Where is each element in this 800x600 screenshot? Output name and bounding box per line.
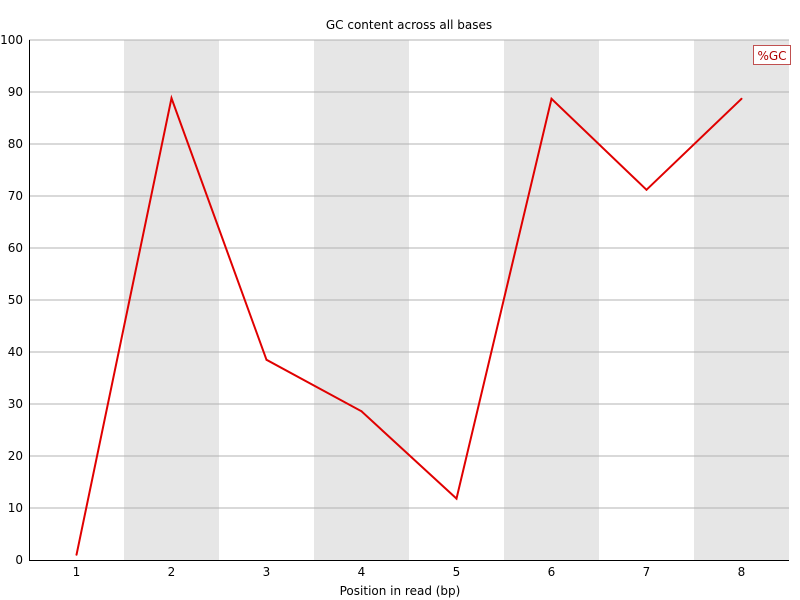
y-tick-label-60: 60 — [8, 241, 23, 255]
y-tick-label-90: 90 — [8, 85, 23, 99]
chart-title: GC content across all bases — [326, 18, 492, 32]
x-tick-label-3: 3 — [263, 565, 271, 579]
data-point-6 — [550, 97, 553, 100]
y-tick-label-0: 0 — [15, 553, 23, 567]
y-tick-label-100: 100 — [0, 33, 23, 47]
x-tick-label-4: 4 — [358, 565, 366, 579]
data-point-1 — [75, 553, 78, 556]
series-line-gc — [75, 94, 743, 556]
axes — [29, 40, 789, 561]
data-point-8 — [740, 97, 743, 100]
x-tick-label-1: 1 — [73, 565, 81, 579]
data-point-3 — [265, 358, 268, 361]
data-point-2 — [170, 97, 173, 100]
legend-box — [753, 45, 791, 65]
y-tick-label-10: 10 — [8, 501, 23, 515]
x-tick-label-8: 8 — [738, 565, 746, 579]
x-tick-label-2: 2 — [168, 565, 176, 579]
x-tick-label-7: 7 — [643, 565, 651, 579]
y-tick-labels: 0 10 20 30 40 50 60 70 80 90 100 — [0, 33, 23, 567]
data-point-5 — [455, 497, 458, 500]
y-tick-label-80: 80 — [8, 137, 23, 151]
x-tick-labels: 1 2 3 4 5 6 7 8 — [73, 565, 746, 579]
y-tick-label-40: 40 — [8, 345, 23, 359]
legend-entry-gc: %GC — [757, 49, 786, 63]
y-tick-label-50: 50 — [8, 293, 23, 307]
data-point-7 — [645, 188, 648, 191]
y-tick-label-70: 70 — [8, 189, 23, 203]
legend: %GC — [753, 45, 791, 65]
x-axis-label: Position in read (bp) — [340, 584, 461, 598]
x-tick-label-6: 6 — [548, 565, 556, 579]
y-tick-label-20: 20 — [8, 449, 23, 463]
series-lines — [75, 94, 743, 556]
y-tick-label-30: 30 — [8, 397, 23, 411]
data-point-4 — [360, 410, 363, 413]
x-tick-label-5: 5 — [453, 565, 461, 579]
